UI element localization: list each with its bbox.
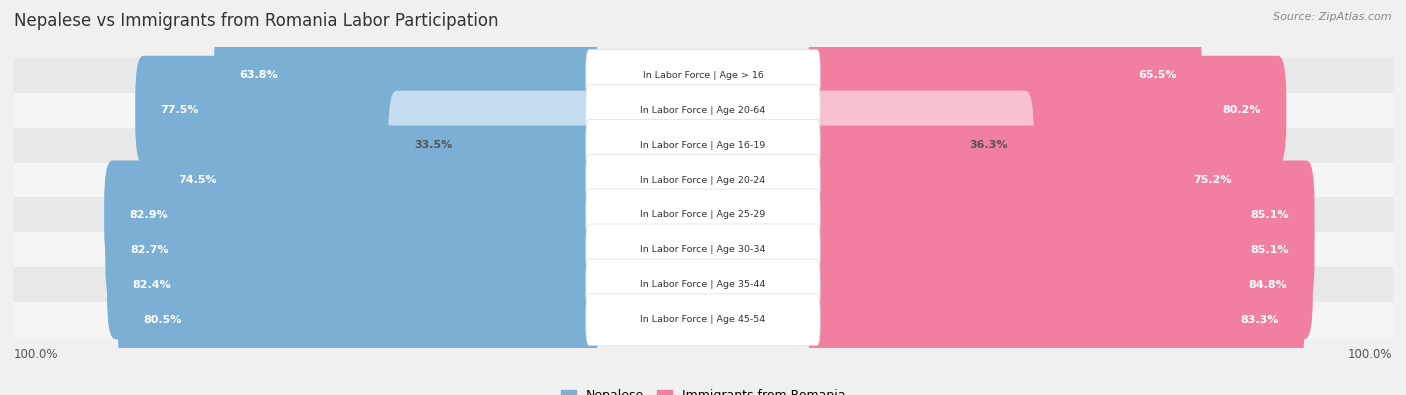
Text: In Labor Force | Age 16-19: In Labor Force | Age 16-19 bbox=[640, 141, 766, 150]
Text: Nepalese vs Immigrants from Romania Labor Participation: Nepalese vs Immigrants from Romania Labo… bbox=[14, 12, 499, 30]
FancyBboxPatch shape bbox=[586, 85, 820, 136]
FancyBboxPatch shape bbox=[214, 21, 598, 130]
Text: Source: ZipAtlas.com: Source: ZipAtlas.com bbox=[1274, 12, 1392, 22]
FancyBboxPatch shape bbox=[586, 189, 820, 241]
Text: In Labor Force | Age 30-34: In Labor Force | Age 30-34 bbox=[640, 245, 766, 254]
Bar bbox=[14, 93, 1392, 128]
Bar bbox=[14, 58, 1392, 93]
FancyBboxPatch shape bbox=[105, 196, 598, 304]
FancyBboxPatch shape bbox=[808, 160, 1315, 269]
FancyBboxPatch shape bbox=[118, 265, 598, 374]
Text: 82.7%: 82.7% bbox=[131, 245, 170, 255]
FancyBboxPatch shape bbox=[808, 56, 1286, 165]
Text: In Labor Force | Age > 16: In Labor Force | Age > 16 bbox=[643, 71, 763, 80]
Bar bbox=[14, 198, 1392, 232]
FancyBboxPatch shape bbox=[808, 230, 1313, 339]
Text: 63.8%: 63.8% bbox=[239, 70, 278, 80]
FancyBboxPatch shape bbox=[107, 230, 598, 339]
Text: 77.5%: 77.5% bbox=[160, 105, 200, 115]
FancyBboxPatch shape bbox=[808, 265, 1305, 374]
FancyBboxPatch shape bbox=[388, 91, 598, 199]
Text: In Labor Force | Age 45-54: In Labor Force | Age 45-54 bbox=[640, 315, 766, 324]
Legend: Nepalese, Immigrants from Romania: Nepalese, Immigrants from Romania bbox=[555, 384, 851, 395]
Text: 84.8%: 84.8% bbox=[1249, 280, 1288, 290]
Text: 85.1%: 85.1% bbox=[1250, 245, 1289, 255]
Bar bbox=[14, 302, 1392, 337]
Text: 83.3%: 83.3% bbox=[1240, 315, 1278, 325]
Bar bbox=[14, 163, 1392, 198]
Text: 65.5%: 65.5% bbox=[1137, 70, 1177, 80]
FancyBboxPatch shape bbox=[586, 49, 820, 101]
Text: 36.3%: 36.3% bbox=[970, 140, 1008, 150]
Text: 33.5%: 33.5% bbox=[413, 140, 453, 150]
FancyBboxPatch shape bbox=[586, 224, 820, 276]
Text: 75.2%: 75.2% bbox=[1194, 175, 1232, 185]
Text: 80.5%: 80.5% bbox=[143, 315, 181, 325]
Text: 74.5%: 74.5% bbox=[179, 175, 217, 185]
Text: In Labor Force | Age 35-44: In Labor Force | Age 35-44 bbox=[640, 280, 766, 289]
Text: 100.0%: 100.0% bbox=[1347, 348, 1392, 361]
FancyBboxPatch shape bbox=[152, 126, 598, 235]
Text: 82.4%: 82.4% bbox=[132, 280, 172, 290]
FancyBboxPatch shape bbox=[135, 56, 598, 165]
FancyBboxPatch shape bbox=[586, 294, 820, 346]
FancyBboxPatch shape bbox=[104, 160, 598, 269]
Bar bbox=[14, 267, 1392, 302]
FancyBboxPatch shape bbox=[586, 154, 820, 206]
Bar bbox=[14, 232, 1392, 267]
Text: In Labor Force | Age 20-24: In Labor Force | Age 20-24 bbox=[640, 175, 766, 184]
Bar bbox=[14, 128, 1392, 163]
FancyBboxPatch shape bbox=[808, 21, 1202, 130]
Text: In Labor Force | Age 20-64: In Labor Force | Age 20-64 bbox=[640, 106, 766, 115]
FancyBboxPatch shape bbox=[808, 91, 1033, 199]
Text: 100.0%: 100.0% bbox=[14, 348, 59, 361]
FancyBboxPatch shape bbox=[586, 119, 820, 171]
FancyBboxPatch shape bbox=[586, 259, 820, 310]
FancyBboxPatch shape bbox=[808, 126, 1257, 235]
Text: 85.1%: 85.1% bbox=[1250, 210, 1289, 220]
Text: 80.2%: 80.2% bbox=[1222, 105, 1261, 115]
Text: In Labor Force | Age 25-29: In Labor Force | Age 25-29 bbox=[640, 211, 766, 220]
FancyBboxPatch shape bbox=[808, 196, 1315, 304]
Text: 82.9%: 82.9% bbox=[129, 210, 169, 220]
